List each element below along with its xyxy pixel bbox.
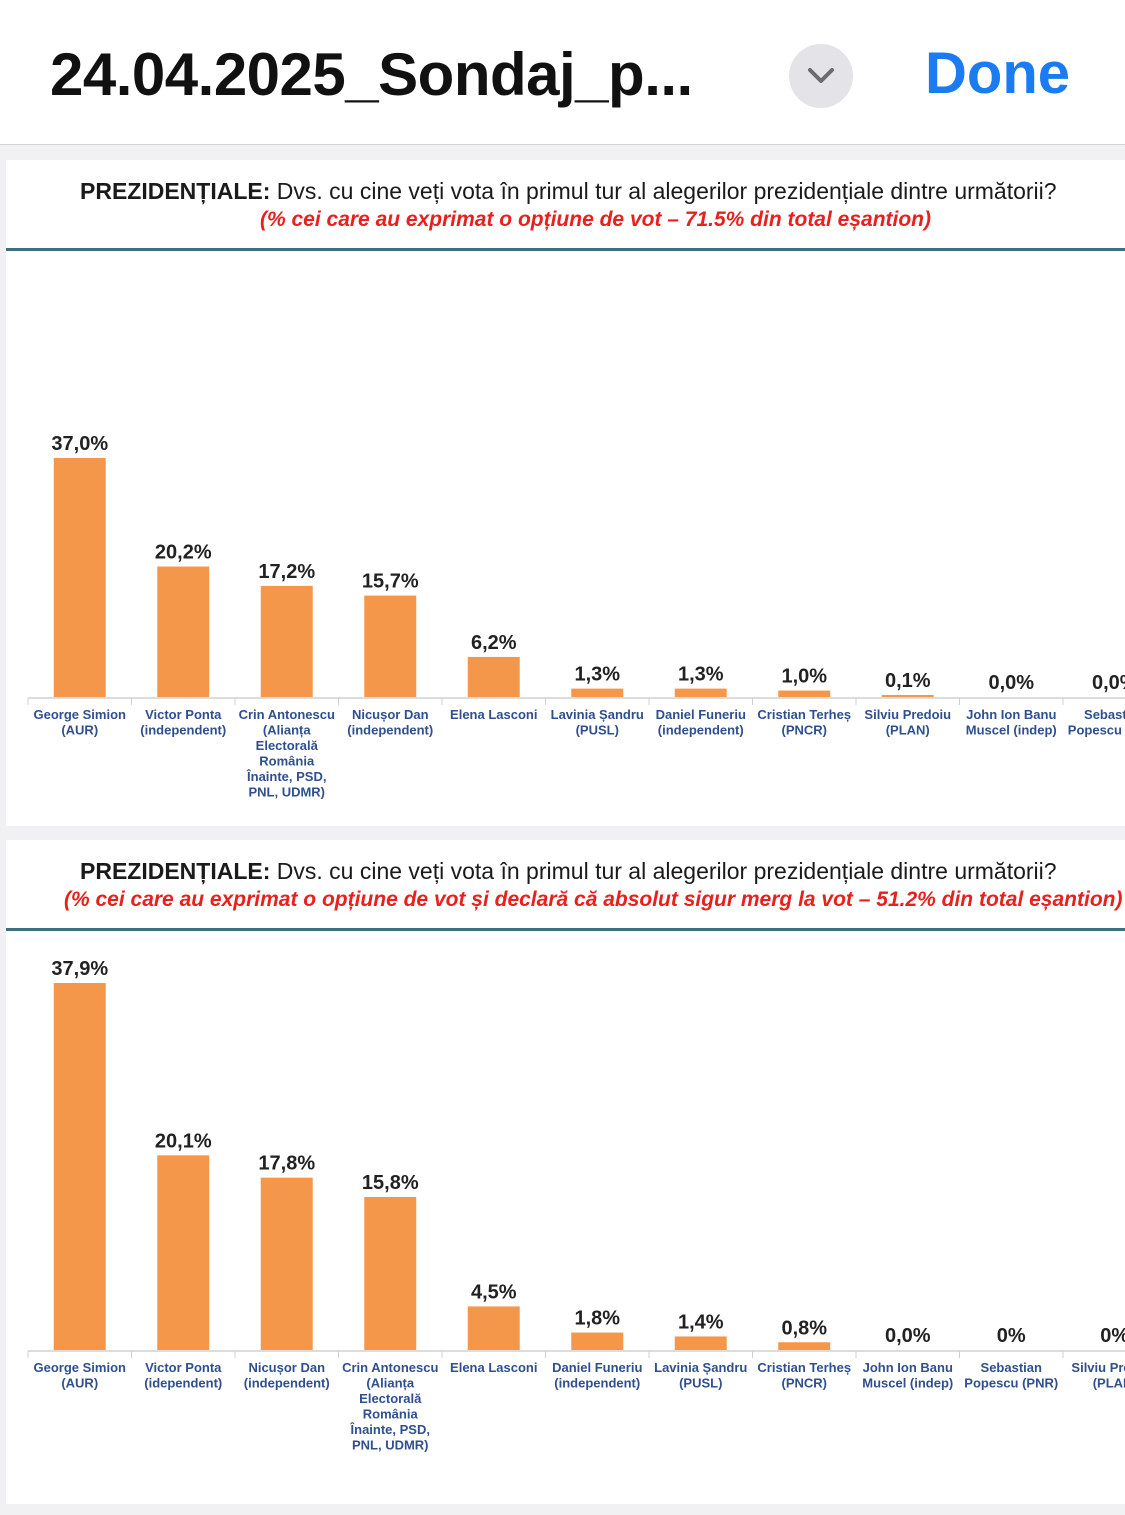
bar-chart-2: 37,9% George Simion (AUR) 20,1% Victor Ponta… xyxy=(27,958,1125,1453)
bar xyxy=(157,566,210,697)
category-label: George Simion (AUR) xyxy=(34,707,127,738)
bar xyxy=(571,1332,624,1350)
data-label: 0,0% xyxy=(988,672,1034,694)
category-label: Crin Antonescu (Alianța Electorală România Î… xyxy=(239,707,335,800)
bar xyxy=(881,695,934,697)
category-label: Silviu Predoiu(PLAN) xyxy=(1071,1360,1125,1391)
data-label: 4,5% xyxy=(471,1281,517,1303)
category-label: Silviu Predoiu(PLAN) xyxy=(864,707,951,738)
chart-title: PREZIDENȚIALE: Dvs. cu cine veți vota în… xyxy=(80,178,1057,205)
top-bar: 24.04.2025_Sondaj_p... Done xyxy=(0,0,1125,145)
bar xyxy=(260,1177,313,1350)
data-label: 17,8% xyxy=(258,1153,315,1175)
bar xyxy=(364,595,417,697)
category-label: Lavinia Șandru (PUSL) xyxy=(654,1360,747,1391)
bar xyxy=(778,690,831,697)
bar-chart-1: 37,0% George Simion (AUR) 20,2% Victor Ponta… xyxy=(27,433,1125,800)
chart-panel-1: PREZIDENȚIALE: Dvs. cu cine veți vota în… xyxy=(6,160,1125,826)
category-label: Nicușor Dan (independent) xyxy=(347,707,433,738)
data-label: 1,0% xyxy=(781,666,827,688)
chart-subtitle: (% cei care au exprimat o opțiune de vot… xyxy=(260,208,931,231)
data-label: 15,7% xyxy=(362,571,419,593)
data-label: 1,8% xyxy=(574,1308,620,1330)
bar xyxy=(260,585,313,697)
category-label: Cristian Terheș (PNCR) xyxy=(757,707,851,738)
chart-title-text: Dvs. cu cine veți vota în primul tur al … xyxy=(276,178,1057,204)
data-label: 1,3% xyxy=(678,664,724,686)
category-label: Elena Lasconi xyxy=(450,707,537,722)
chevron-down-icon xyxy=(808,68,834,83)
bar xyxy=(674,1336,727,1350)
data-label: 0% xyxy=(997,1325,1026,1347)
category-label: Lavinia Șandru (PUSL) xyxy=(551,707,644,738)
bar xyxy=(364,1197,417,1350)
category-label: Daniel Funeriu (independent) xyxy=(552,1360,642,1391)
bar xyxy=(53,983,106,1350)
category-label: John Ion Banu Muscel (indep) xyxy=(862,1360,953,1391)
bar xyxy=(467,1306,520,1350)
data-label: 0,8% xyxy=(781,1317,827,1339)
bar xyxy=(157,1155,210,1350)
data-label: 0,0% xyxy=(885,1325,931,1347)
bar xyxy=(778,1342,831,1350)
chart-title-bold: PREZIDENȚIALE: xyxy=(80,178,271,204)
data-label: 0% xyxy=(1100,1325,1125,1347)
data-label: 6,2% xyxy=(471,632,517,654)
chart-title: PREZIDENȚIALE: Dvs. cu cine veți vota în… xyxy=(80,858,1057,885)
data-label: 20,2% xyxy=(155,542,212,564)
category-label: Cristian Terheș (PNCR) xyxy=(757,1360,851,1391)
bar xyxy=(53,458,106,697)
data-label: 17,2% xyxy=(258,561,315,583)
category-label: John Ion Banu Muscel (indep) xyxy=(966,707,1057,738)
data-label: 37,9% xyxy=(51,958,108,980)
chart-subtitle: (% cei care au exprimat o opțiune de vot… xyxy=(64,888,1123,911)
category-label: George Simion (AUR) xyxy=(34,1360,127,1391)
data-label: 0,0% xyxy=(1092,672,1125,694)
category-label: Victor Ponta (idependent) xyxy=(144,1360,222,1391)
category-label: Elena Lasconi xyxy=(450,1360,537,1375)
data-label: 20,1% xyxy=(155,1130,212,1152)
done-button[interactable]: Done xyxy=(925,41,1070,106)
divider-line xyxy=(6,248,1125,251)
category-label: Victor Ponta (independent) xyxy=(140,707,226,738)
data-label: 0,1% xyxy=(885,670,931,692)
data-label: 15,8% xyxy=(362,1172,419,1194)
bar xyxy=(467,656,520,697)
bar xyxy=(571,688,624,697)
document-title: 24.04.2025_Sondaj_p... xyxy=(50,41,693,108)
bar xyxy=(674,688,727,697)
chart-title-text: Dvs. cu cine veți vota în primul tur al … xyxy=(276,858,1057,884)
category-label: Crin Antonescu (Alianța Electorală România Î… xyxy=(342,1360,438,1453)
data-label: 1,3% xyxy=(574,664,620,686)
chart-panel-2: PREZIDENȚIALE: Dvs. cu cine veți vota în… xyxy=(6,840,1125,1504)
title-menu-button[interactable] xyxy=(789,44,853,108)
category-label: Nicușor Dan (independent) xyxy=(244,1360,330,1391)
chart-title-bold: PREZIDENȚIALE: xyxy=(80,858,271,884)
data-label: 1,4% xyxy=(678,1311,724,1333)
data-label: 37,0% xyxy=(51,433,108,455)
category-label: Daniel Funeriu (independent) xyxy=(656,707,746,738)
divider-line xyxy=(6,928,1125,931)
